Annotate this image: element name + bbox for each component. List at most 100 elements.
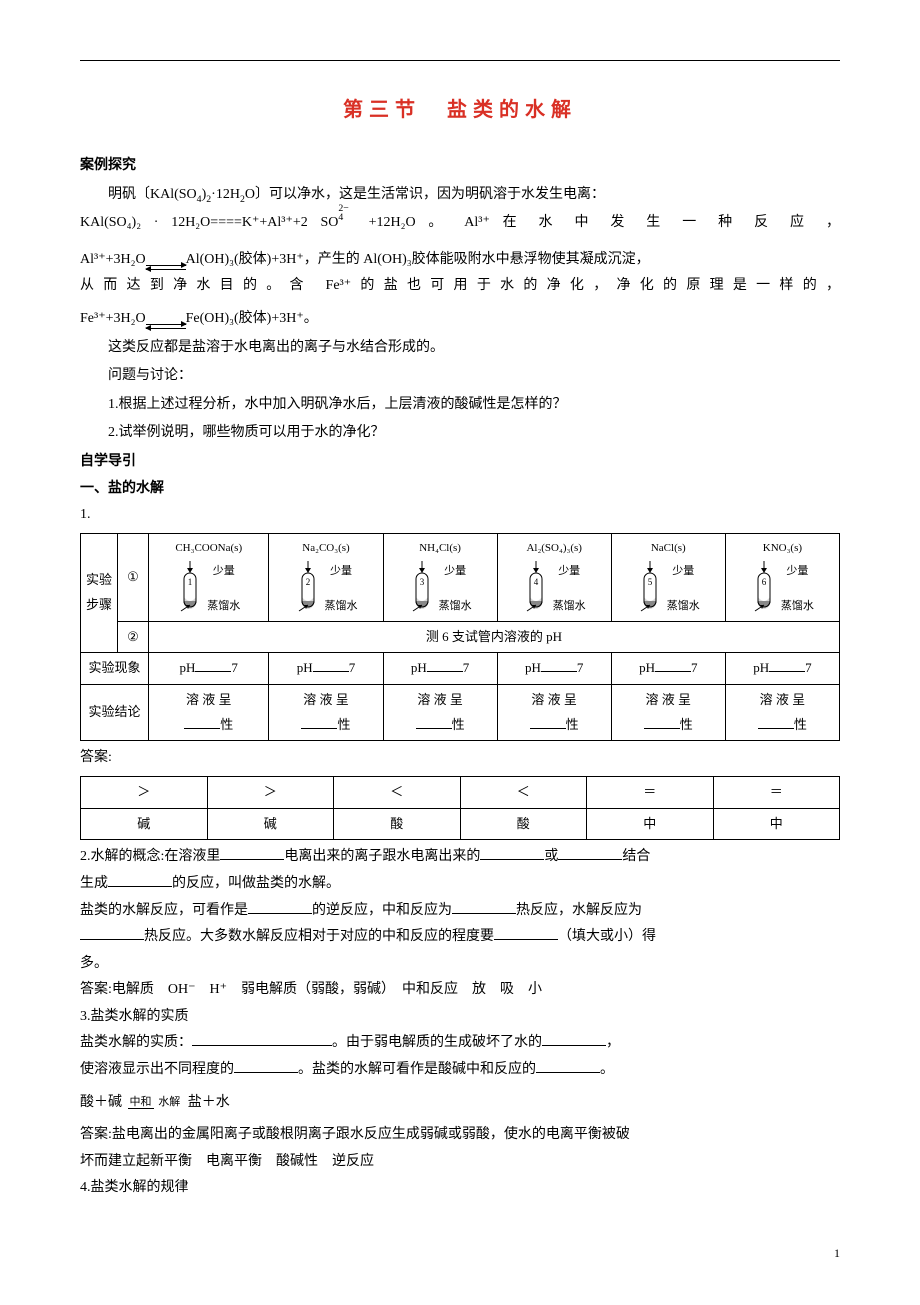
ans-cell: ＞	[207, 776, 334, 808]
tube-solvent: 蒸馏水	[553, 596, 586, 617]
hydrolysis-reverse3: 多。	[80, 951, 840, 978]
tube-solvent: 蒸馏水	[325, 596, 358, 617]
ans-cell: ＝	[713, 776, 840, 808]
blank	[234, 1058, 298, 1073]
txt: ·12H	[211, 187, 240, 202]
tube-compound-label: CH₃COONa(s)	[175, 538, 242, 559]
answer2: 答案:电解质 OH⁻ H⁺ 弱电解质（弱酸，弱碱） 中和反应 放 吸 小	[80, 977, 840, 1004]
concl-cell: 溶 液 呈性	[497, 684, 611, 740]
answer3b: 坏而建立起新平衡 电离平衡 酸碱性 逆反应	[80, 1149, 840, 1176]
common-para: 这类反应都是盐溶于水电离出的离子与水结合形成的。	[80, 335, 840, 362]
section-salt-hydrolysis: 一、盐的水解	[80, 476, 840, 503]
al-l: Al³⁺+3H₂O	[80, 252, 146, 267]
essence-line1: 盐类水解的实质：。由于弱电解质的生成破坏了水的，	[80, 1030, 840, 1057]
txt: 热反应，水解反应为	[516, 903, 642, 918]
fe-r: Fe(OH)₃(胶体)+3H⁺。	[186, 311, 318, 326]
test-tube-icon: 5	[637, 561, 663, 617]
txt: 生成	[80, 876, 108, 891]
blank	[248, 899, 312, 914]
ph-suffix: 7	[463, 660, 470, 675]
ph-cell: pH7	[383, 653, 497, 685]
concl-prefix: 溶 液 呈	[760, 692, 806, 707]
section-self-study: 自学导引	[80, 449, 840, 476]
ans-cell: 碱	[207, 808, 334, 840]
blank	[494, 925, 558, 940]
blank	[536, 1058, 600, 1073]
answer3a: 答案:盐电离出的金属阳离子或酸根阴离子跟水反应生成弱碱或弱酸，使水的电离平衡被破	[80, 1122, 840, 1149]
concl-cell: 溶 液 呈性	[611, 684, 725, 740]
txt: 明矾〔KAl(SO	[108, 187, 197, 202]
so4: SO	[320, 215, 338, 230]
concl-cell: 溶 液 呈性	[383, 684, 497, 740]
al-r: Al(OH)₃(胶体)+3H⁺，产生的 Al(OH)₃胶体能吸附水中悬浮物使其凝…	[186, 252, 650, 267]
concl-suffix: 性	[794, 717, 807, 732]
ph-cell: pH7	[149, 653, 269, 685]
test-tube-icon: 6	[751, 561, 777, 617]
concl-cell: 溶 液 呈性	[149, 684, 269, 740]
ph-cell: pH7	[497, 653, 611, 685]
ph-prefix: pH	[753, 660, 769, 675]
svg-text:1: 1	[188, 577, 193, 587]
svg-text:4: 4	[533, 577, 538, 587]
blank	[769, 658, 805, 672]
concl-suffix: 性	[220, 717, 233, 732]
concl-suffix: 性	[452, 717, 465, 732]
concl-suffix: 性	[337, 717, 350, 732]
tube-compound-label: Na₂CO₃(s)	[302, 538, 349, 559]
tube-amount: 少量	[667, 561, 700, 582]
txt: 。	[600, 1062, 614, 1077]
ph-suffix: 7	[691, 660, 698, 675]
ans-cell: ＞	[81, 776, 208, 808]
ph-prefix: pH	[297, 660, 313, 675]
q1: 1.根据上述过程分析，水中加入明矾净水后，上层清液的酸碱性是怎样的？	[80, 392, 840, 419]
concl-cell: 溶 液 呈性	[725, 684, 839, 740]
acid-base-eq: 酸＋碱 中和 水解 盐＋水	[80, 1090, 840, 1117]
blank	[480, 845, 544, 860]
tube-cell-3: NH₄Cl(s) 3 少量 蒸馏水	[383, 533, 497, 621]
page-number: 1	[80, 1242, 840, 1265]
tube-compound-label: NaCl(s)	[651, 538, 686, 559]
tube-solvent: 蒸馏水	[781, 596, 814, 617]
tube-compound-label: Al₂(SO₄)₃(s)	[526, 538, 582, 559]
blank	[427, 658, 463, 672]
txt: O〕可以净水，这是生活常识，因为明矾溶于水发生电离：	[245, 187, 605, 202]
txt: 电离出来的离子跟水电离出来的	[284, 849, 480, 864]
tube-solvent: 蒸馏水	[439, 596, 472, 617]
frac-bot: 水解	[156, 1096, 182, 1108]
blank	[108, 872, 172, 887]
concl-prefix: 溶 液 呈	[417, 692, 463, 707]
ans-cell: 酸	[334, 808, 461, 840]
exp-concl-label: 实验结论	[81, 684, 149, 740]
tube-solvent: 蒸馏水	[667, 596, 700, 617]
ans-cell: ＜	[334, 776, 461, 808]
rules-title: 4.盐类水解的规律	[80, 1175, 840, 1202]
test-tube-icon: 2	[295, 561, 321, 617]
test-tube-icon: 1	[177, 561, 203, 617]
ph-suffix: 7	[349, 660, 356, 675]
txt: 。盐类的水解可看作是酸碱中和反应的	[298, 1062, 536, 1077]
blank	[184, 715, 220, 729]
tube-amount: 少量	[325, 561, 358, 582]
blank	[452, 899, 516, 914]
ans-cell: 中	[587, 808, 714, 840]
ans-cell: 碱	[81, 808, 208, 840]
hydrolysis-def2: 生成 的反应，叫做盐类的水解。	[80, 871, 840, 898]
concl-prefix: 溶 液 呈	[303, 692, 349, 707]
concl-suffix: 性	[566, 717, 579, 732]
experiment-table: 实验步骤 ① CH₃COONa(s) 1 少量 蒸馏水 Na₂CO₃(s)	[80, 533, 840, 742]
top-rule	[80, 60, 840, 61]
concl-suffix: 性	[680, 717, 693, 732]
txt: 的逆反应，中和反应为	[312, 903, 452, 918]
concl-cell: 溶 液 呈性	[269, 684, 383, 740]
svg-text:3: 3	[419, 577, 424, 587]
diss-tail: +12H₂O 。 Al³⁺ 在 水 中 发 生 一 种 反 应 ，	[369, 215, 840, 230]
q-label: 问题与讨论：	[80, 363, 840, 390]
dissociation-line: KAl(SO₄)₂ · 12H₂O====K⁺+Al³⁺+2 SO2−4 +12…	[80, 210, 840, 237]
section-case-study: 案例探究	[80, 153, 840, 180]
intro-para-1: 明矾〔KAl(SO4)2·12H2O〕可以净水，这是生活常识，因为明矾溶于水发生…	[80, 182, 840, 209]
txt: ，	[606, 1035, 620, 1050]
tube-compound-label: NH₄Cl(s)	[419, 538, 461, 559]
ph-suffix: 7	[577, 660, 584, 675]
txt: 的反应，叫做盐类的水解。	[172, 876, 340, 891]
ans-cell: ＜	[460, 776, 587, 808]
